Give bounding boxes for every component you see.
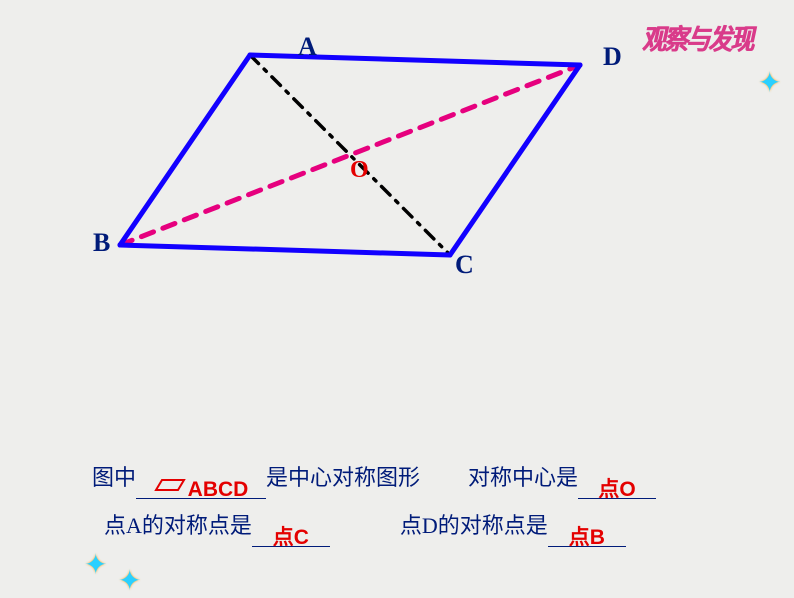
vertex-label-d: D [603, 42, 622, 72]
text-line-1: 图中 ABCD 是中心对称图形 对称中心是点O [92, 457, 712, 499]
seg3: 对称中心是 [468, 465, 578, 490]
parallelogram-diagram [80, 35, 600, 300]
vertex-label-a: A [298, 32, 317, 62]
blank-2: 点O [578, 471, 656, 499]
sparkle-icon: ✦ [118, 564, 141, 598]
seg2: 是中心对称图形 [266, 465, 420, 490]
seg5: 点D的对称点是 [400, 513, 548, 538]
answer-2: 点O [598, 478, 635, 501]
sparkle-icon: ✦ [84, 548, 107, 582]
answer-3: 点C [273, 526, 309, 549]
vertex-label-c: C [455, 250, 474, 280]
question-text: 图中 ABCD 是中心对称图形 对称中心是点O 点A的对称点是点C 点D的对称点是点B [92, 457, 712, 553]
seg1: 图中 [92, 465, 136, 490]
sparkle-icon: ✦ [758, 66, 781, 100]
blank-4: 点B [548, 519, 626, 547]
text-line-2: 点A的对称点是点C 点D的对称点是点B [92, 505, 712, 547]
vertex-label-b: B [93, 228, 110, 258]
answer-1-text: ABCD [188, 478, 249, 501]
seg4: 点A的对称点是 [104, 513, 252, 538]
center-label-o: O [350, 157, 369, 184]
answer-1: ABCD [154, 478, 249, 501]
answer-4: 点B [569, 526, 605, 549]
blank-3: 点C [252, 519, 330, 547]
title-decor: 观察与发现 [642, 18, 753, 58]
parallelogram-icon [154, 466, 186, 506]
blank-1: ABCD [136, 471, 266, 499]
